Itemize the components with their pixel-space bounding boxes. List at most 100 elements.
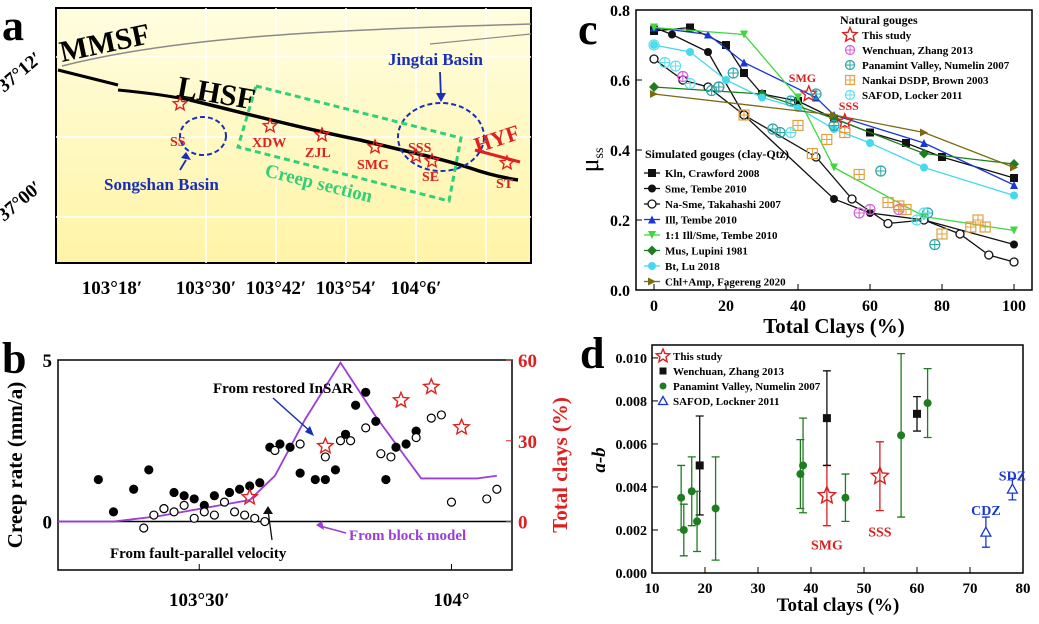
fault-parallel-point bbox=[482, 494, 492, 504]
natural-point-nankai-dsdp-brown-2003-cross bbox=[893, 201, 904, 211]
panel-c-xtick-label: 20 bbox=[718, 298, 734, 315]
legend-marker-nankai-dsdp-brown-2003-cross bbox=[845, 75, 855, 85]
point-panamint-valley-numelin-2007 bbox=[711, 504, 720, 513]
legend-marker-wenchuan-zhang-2013-cross bbox=[845, 45, 855, 55]
jingtai-basin-label: Jingtai Basin bbox=[388, 50, 483, 69]
insar-point bbox=[295, 468, 305, 478]
legend-label-wenchuan-zhang-2013: Wenchuan, Zhang 2013 bbox=[862, 45, 973, 57]
fault-parallel-point bbox=[139, 523, 149, 533]
fault-trace-north bbox=[61, 23, 532, 67]
site-marker-zjl bbox=[313, 126, 331, 143]
fault-parallel-point bbox=[169, 507, 179, 517]
insar-point bbox=[189, 494, 199, 504]
series-point-bt-lu-2018 bbox=[686, 48, 694, 56]
panel-d-plot: 0.000 0.002 0.004 0.006 0.008 0.010 10 20 30 40 50… bbox=[616, 352, 1031, 597]
series-point-sme-tembe-2010 bbox=[668, 30, 676, 39]
errorbar-this-study bbox=[822, 464, 831, 527]
panel-b-plot: 0 5 0 30 60 103°30′ 104° bbox=[43, 351, 538, 611]
sample-star-smg bbox=[315, 436, 335, 455]
panel-c-ylabel: μss bbox=[575, 148, 607, 173]
fault-parallel-point bbox=[159, 504, 169, 514]
panel-b-xtick-label: 103°30′ bbox=[169, 590, 229, 611]
natural-point-safod-locker-2011 bbox=[659, 56, 671, 69]
natural-point-nankai-dsdp-brown-2003-cross bbox=[854, 169, 865, 180]
legend-label-chl-amp-fagereng-2020: Chl+Amp, Fagereng 2020 bbox=[665, 277, 786, 289]
fault-parallel-arrow bbox=[267, 509, 273, 541]
fault-parallel-point bbox=[270, 445, 280, 456]
panel-c: c 0.0 0.2 0.4 0.6 0.8 0 20 40 60 80 100 SMG SSS Tota… bbox=[575, 3, 1033, 338]
series-point-ill-tembe-2010 bbox=[740, 58, 748, 67]
jingtai-basin-outline bbox=[397, 102, 485, 172]
panel-d-xtick-label: 60 bbox=[910, 581, 925, 597]
natural-point-panamint-valley-numelin-2007 bbox=[727, 67, 739, 79]
sample-star-ss bbox=[240, 487, 260, 506]
series-point-chl-amp-fagereng-2020 bbox=[650, 90, 658, 98]
legend-marker-wenchuan-zhang-2013 bbox=[844, 44, 856, 56]
point-panamint-valley-numelin-2007 bbox=[897, 431, 906, 440]
fault-parallel-point bbox=[436, 410, 446, 420]
insar-point bbox=[93, 474, 103, 485]
panel-c-ytick-label: 0.4 bbox=[610, 143, 630, 160]
site-marker-xdw bbox=[261, 117, 279, 134]
legend-label-bt-lu-2018: Bt, Lu 2018 bbox=[665, 261, 720, 273]
fault-parallel-point bbox=[492, 484, 502, 494]
series-point-kln-crawford-2008 bbox=[1010, 174, 1018, 182]
panel-b: b 0 5 0 30 60 103°30′ 104° Creep rate (mm/a) T… bbox=[2, 334, 572, 611]
insar-point bbox=[144, 465, 154, 475]
sample-star-se bbox=[421, 377, 441, 395]
insar-point bbox=[391, 442, 401, 452]
natural-point-wenchuan-zhang-2013-cross bbox=[854, 208, 865, 218]
lon-label-2: 103°42′ bbox=[246, 278, 306, 299]
legend-label-kln-crawford-2008: Kln, Crawford 2008 bbox=[665, 168, 760, 180]
legend-marker-bt-lu-2018 bbox=[648, 262, 656, 270]
panel-c-ytick-label: 0.6 bbox=[610, 73, 630, 90]
fault-parallel-point bbox=[199, 507, 209, 517]
point-wenchuan-zhang-2013 bbox=[913, 409, 921, 418]
series-point-sme-tembe-2010 bbox=[1010, 240, 1018, 249]
natural-point-panamint-valley-numelin-2007 bbox=[774, 126, 786, 139]
panel-b-y2tick-label: 60 bbox=[518, 351, 537, 372]
natural-point-safod-locker-2011 bbox=[648, 39, 660, 51]
site-label-se: SE bbox=[422, 170, 439, 185]
fault-parallel-point bbox=[426, 413, 436, 423]
point-panamint-valley-numelin-2007 bbox=[799, 461, 808, 470]
insar-point bbox=[330, 465, 341, 475]
panel-d-legend: This study Wenchuan, Zhang 2013 Panamint V… bbox=[654, 347, 821, 408]
natural-point-wenchuan-zhang-2013 bbox=[864, 203, 876, 216]
insar-point bbox=[310, 474, 320, 485]
series-point-mus-lupini-1981 bbox=[919, 148, 929, 159]
creep-section-box bbox=[236, 84, 463, 203]
natural-point-safod-locker-2011-cross bbox=[911, 215, 922, 225]
annotation-fault-parallel: From fault-parallel velocity bbox=[110, 546, 287, 562]
natural-point-nankai-dsdp-brown-2003 bbox=[853, 168, 865, 181]
natural-point-this-study bbox=[835, 112, 855, 130]
series-point-chl-amp-fagereng-2020 bbox=[830, 111, 838, 119]
sample-star-st bbox=[452, 417, 471, 436]
natural-point-nankai-dsdp-brown-2003-cross bbox=[980, 222, 991, 232]
natural-point-nankai-dsdp-brown-2003 bbox=[900, 203, 912, 216]
natural-point-safod-locker-2011 bbox=[918, 207, 930, 219]
natural-point-nankai-dsdp-brown-2003 bbox=[936, 228, 948, 240]
natural-point-safod-locker-2011-cross bbox=[670, 61, 681, 71]
legend-marker-1-1-ill-sme-tembe-2010 bbox=[648, 231, 656, 239]
panel-b-letter: b bbox=[2, 334, 26, 383]
site-marker-sss bbox=[407, 147, 425, 164]
panel-b-y2tick-label: 0 bbox=[518, 513, 528, 534]
panel-c-xtick-label: 0 bbox=[650, 298, 658, 315]
insar-point bbox=[361, 387, 371, 397]
insar-point bbox=[235, 484, 245, 494]
panel-d-xtick-label: 10 bbox=[645, 581, 660, 597]
legend-marker-mus-lupini-1981 bbox=[647, 245, 657, 256]
insar-point bbox=[320, 474, 330, 485]
panel-c-legend: This study Wenchuan, Zhang 2013 Panamint V… bbox=[644, 25, 1010, 289]
natural-point-this-study bbox=[799, 84, 819, 102]
panel-d-xtick-label: 30 bbox=[751, 581, 766, 597]
series-point-1-1-ill-sme-tembe-2010 bbox=[1010, 226, 1018, 235]
insar-arrowhead bbox=[305, 426, 314, 436]
natural-point-safod-locker-2011-cross bbox=[919, 208, 929, 218]
point-panamint-valley-numelin-2007 bbox=[841, 493, 850, 502]
insar-point bbox=[179, 491, 189, 501]
fault-parallel-point bbox=[260, 516, 270, 527]
series-point-1-1-ill-sme-tembe-2010 bbox=[794, 93, 802, 102]
